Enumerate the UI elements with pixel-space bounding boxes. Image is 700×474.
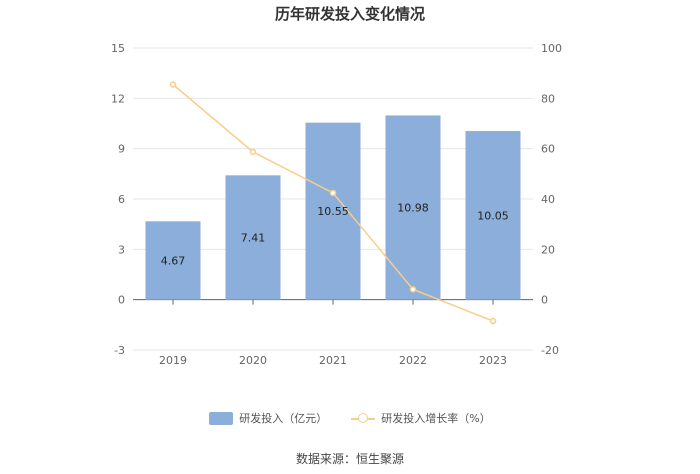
y-right-tick-label: -20 bbox=[541, 344, 559, 357]
bar-data-label: 10.05 bbox=[477, 209, 509, 222]
bar-2020 bbox=[225, 175, 281, 300]
legend-bar-swatch bbox=[209, 411, 234, 425]
bar-data-label: 7.41 bbox=[241, 232, 266, 245]
x-tick-label: 2019 bbox=[159, 354, 187, 367]
y-left-tick-label: 12 bbox=[111, 92, 125, 105]
bar-2019 bbox=[145, 221, 201, 300]
bar-data-label: 10.98 bbox=[397, 202, 429, 215]
y-right-tick-label: 40 bbox=[541, 193, 555, 206]
y-left-tick-label: 3 bbox=[118, 243, 125, 256]
bar-2021 bbox=[305, 122, 361, 300]
y-right-tick-label: 0 bbox=[541, 294, 548, 307]
bar-2023 bbox=[465, 131, 521, 300]
chart-area: -3 0 3 6 9 12 15 -20 0 20 40 60 80 100 2019 2020 2021 202… bbox=[111, 42, 562, 367]
growth-point-2021 bbox=[329, 189, 337, 197]
y-left-tick-label: 15 bbox=[111, 42, 125, 55]
x-tick-label: 2023 bbox=[479, 354, 507, 367]
y-left-tick-label: 0 bbox=[118, 294, 125, 307]
x-tick-label: 2022 bbox=[399, 354, 427, 367]
growth-point-2019 bbox=[169, 81, 177, 88]
y-right-tick-label: 20 bbox=[541, 243, 555, 256]
x-tick-label: 2020 bbox=[239, 354, 267, 367]
y-left-tick-label: 6 bbox=[118, 193, 125, 206]
legend: 研发投入（亿元） 研发投入增长率（%） bbox=[0, 410, 700, 426]
y-right-tick-label: 60 bbox=[541, 143, 555, 156]
y-right-tick-label: 80 bbox=[541, 92, 555, 105]
y-left-tick-label: -3 bbox=[114, 344, 125, 357]
growth-point-2020 bbox=[249, 148, 257, 156]
bar-data-label: 4.67 bbox=[161, 254, 186, 267]
y-right-tick-label: 100 bbox=[541, 42, 562, 55]
growth-point-2022 bbox=[409, 286, 417, 293]
bar-2022 bbox=[385, 115, 441, 300]
legend-item-line[interactable]: 研发投入增长率（%） bbox=[351, 410, 491, 426]
legend-bar-label: 研发投入（亿元） bbox=[239, 412, 328, 425]
legend-line-label: 研发投入增长率（%） bbox=[381, 412, 491, 425]
chart-title: 历年研发投入变化情况 bbox=[274, 5, 425, 23]
legend-line-swatch bbox=[351, 412, 376, 425]
data-source: 数据来源：恒生聚源 bbox=[295, 452, 404, 466]
bar-data-label: 10.55 bbox=[317, 205, 349, 218]
legend-item-bar[interactable]: 研发投入（亿元） bbox=[209, 410, 327, 426]
y-left-tick-label: 9 bbox=[118, 143, 125, 156]
x-tick-label: 2021 bbox=[319, 354, 347, 367]
growth-point-2023 bbox=[489, 317, 497, 325]
